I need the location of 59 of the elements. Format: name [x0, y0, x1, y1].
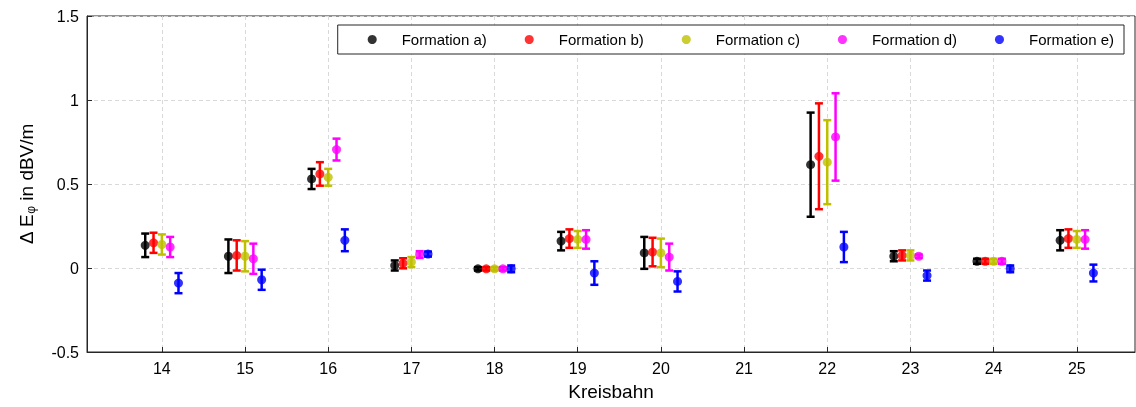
point [248, 254, 258, 264]
point [1072, 234, 1082, 244]
point [664, 252, 674, 262]
point [639, 248, 649, 258]
point [564, 234, 574, 244]
point [332, 145, 342, 155]
x-tick-label: 24 [984, 359, 1003, 377]
legend-label: Formation a) [401, 31, 487, 48]
point [165, 242, 175, 252]
point [831, 132, 841, 142]
point [307, 174, 317, 184]
x-axis-title: Kreisbahn [568, 381, 654, 402]
point [174, 278, 183, 288]
point [232, 250, 242, 260]
point [556, 236, 566, 246]
point [149, 238, 159, 248]
x-tick-label: 20 [652, 359, 670, 377]
x-tick-label: 18 [485, 359, 504, 377]
y-axis-title: Δ Eφ in dBV/m [15, 123, 38, 244]
point [589, 268, 599, 278]
x-tick-label: 23 [901, 359, 920, 377]
point [1088, 268, 1098, 278]
point [573, 234, 583, 244]
point [340, 235, 350, 245]
point [140, 240, 150, 250]
x-tick-label: 16 [319, 359, 338, 377]
point [648, 247, 658, 257]
point [240, 251, 250, 261]
point [581, 234, 591, 244]
x-tick-label: 14 [152, 359, 171, 377]
y-tick-label: 0.5 [56, 175, 80, 193]
legend-label: Formation c) [715, 31, 800, 48]
point [257, 275, 267, 285]
point [157, 239, 167, 249]
y-tick-label: 1.5 [56, 7, 80, 25]
point [839, 242, 849, 252]
x-tick-label: 15 [236, 359, 255, 377]
x-tick-label: 19 [568, 359, 587, 377]
point [1055, 235, 1065, 245]
legend-label: Formation d) [871, 31, 957, 48]
x-tick-label: 21 [735, 359, 754, 377]
x-tick-label: 17 [402, 359, 421, 377]
point [323, 172, 333, 182]
point [806, 160, 816, 170]
point [223, 251, 233, 261]
y-tick-label: -0.5 [51, 343, 80, 361]
x-tick-label: 22 [818, 359, 837, 377]
y-tick-label: 0 [70, 259, 80, 277]
legend-label: Formation e) [1028, 31, 1114, 48]
legend-label: Formation b) [558, 31, 644, 48]
point [814, 151, 824, 161]
point [822, 157, 832, 167]
point [1080, 234, 1090, 244]
point [315, 169, 325, 179]
point [1063, 234, 1073, 244]
point [673, 276, 683, 286]
point [656, 248, 666, 258]
x-tick-label: 25 [1067, 359, 1086, 377]
y-tick-label: 1 [70, 91, 80, 109]
